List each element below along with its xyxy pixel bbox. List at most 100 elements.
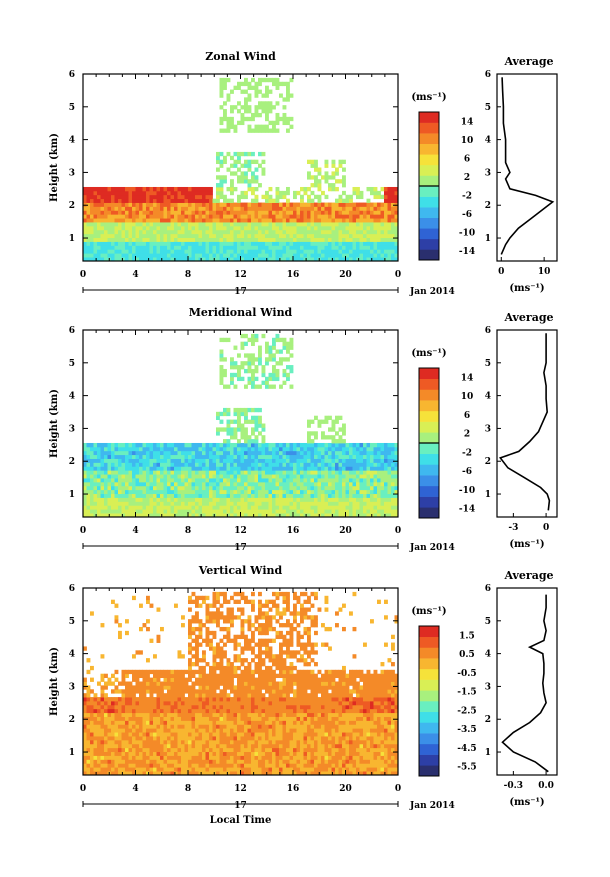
heatmap-cell [234, 474, 238, 478]
heatmap-cell [262, 218, 266, 222]
heatmap-cell [311, 490, 315, 494]
heatmap-cell [314, 222, 318, 226]
heatmap-cell [237, 353, 241, 357]
colorbar-swatch [419, 165, 439, 176]
heatmap-cell [216, 156, 220, 160]
heatmap-cell [279, 93, 283, 97]
heatmap-cell [262, 424, 266, 428]
heatmap-cell [209, 505, 213, 509]
heatmap-cell [321, 206, 325, 210]
heatmap-cell [269, 249, 273, 253]
heatmap-cell [241, 435, 245, 439]
heatmap-cell [241, 218, 245, 222]
heatmap-cell [339, 439, 343, 443]
heatmap-cell [255, 439, 259, 443]
heatmap-cell [94, 732, 98, 736]
heatmap-cell [332, 459, 336, 463]
heatmap-cell [139, 203, 143, 207]
heatmap-cell [381, 459, 385, 463]
heatmap-cell [227, 168, 231, 172]
heatmap-cell [283, 113, 287, 117]
heatmap-cell [353, 218, 357, 222]
heatmap-cell [384, 234, 388, 238]
colorbar-swatch [419, 475, 439, 486]
heatmap-cell [279, 357, 283, 361]
heatmap-cell [283, 505, 287, 509]
heatmap-cell [129, 230, 133, 234]
heatmap-cell [255, 253, 259, 257]
heatmap-cell [139, 627, 143, 631]
heatmap-cell [258, 490, 262, 494]
heatmap-cell [181, 486, 185, 490]
heatmap-cell [171, 474, 175, 478]
heatmap-cell [276, 222, 280, 226]
heatmap-cell [230, 226, 234, 230]
heatmap-cell [104, 210, 108, 214]
heatmap-cell [174, 498, 178, 502]
heatmap-cell [314, 482, 318, 486]
heatmap-cell [276, 443, 280, 447]
heatmap-cell [129, 728, 133, 732]
heatmap-cell [356, 187, 360, 191]
heatmap-cell [188, 218, 192, 222]
heatmap-cell [297, 466, 301, 470]
heatmap-cell [220, 183, 224, 187]
heatmap-cell [279, 210, 283, 214]
heatmap-cell [269, 482, 273, 486]
heatmap-cell [125, 210, 129, 214]
heatmap-cell [178, 756, 182, 760]
heatmap-cell [181, 623, 185, 627]
heatmap-cell [160, 748, 164, 752]
heatmap-cell [381, 466, 385, 470]
heatmap-cell [244, 105, 248, 109]
heatmap-cell [384, 501, 388, 505]
heatmap-cell [143, 253, 147, 257]
colorbar-swatch [419, 507, 439, 518]
heatmap-cell [381, 249, 385, 253]
colorbar-tick-label: -6 [462, 210, 472, 220]
heatmap-cell [328, 175, 332, 179]
heatmap-cell [171, 459, 175, 463]
heatmap-cell [297, 245, 301, 249]
heatmap-cell [311, 238, 315, 242]
heatmap-cell [269, 462, 273, 466]
heatmap-cell [234, 470, 238, 474]
heatmap-cell [374, 191, 378, 195]
heatmap-cell [160, 447, 164, 451]
heatmap-cell [122, 678, 126, 682]
heatmap-cell [279, 249, 283, 253]
heatmap-cell [244, 498, 248, 502]
heatmap-cell [181, 490, 185, 494]
heatmap-cell [143, 498, 147, 502]
heatmap-cell [146, 443, 150, 447]
heatmap-cell [213, 459, 217, 463]
heatmap-cell [311, 214, 315, 218]
heatmap-cell [269, 105, 273, 109]
heatmap-cell [192, 744, 196, 748]
heatmap-cell [384, 462, 388, 466]
heatmap-cell [311, 183, 315, 187]
heatmap-cell [139, 245, 143, 249]
heatmap-cell [244, 509, 248, 513]
heatmap-cell [129, 195, 133, 199]
heatmap-cell [255, 498, 259, 502]
heatmap-cell [286, 478, 290, 482]
heatmap-cell [307, 238, 311, 242]
heatmap-cell [230, 365, 234, 369]
heatmap-cell [230, 191, 234, 195]
heatmap-cell [258, 210, 262, 214]
heatmap-cell [314, 451, 318, 455]
heatmap-cell [300, 238, 304, 242]
heatmap-cell [339, 214, 343, 218]
heatmap-cell [272, 369, 276, 373]
heatmap-cell [276, 117, 280, 121]
heatmap-cell [374, 451, 378, 455]
heatmap-cell [342, 478, 346, 482]
heatmap-cell [230, 164, 234, 168]
heatmap-cell [153, 763, 157, 767]
heatmap-cell [150, 249, 154, 253]
heatmap-cell [244, 431, 248, 435]
heatmap-cell [111, 724, 115, 728]
heatmap-cell [227, 486, 231, 490]
heatmap-cell [94, 701, 98, 705]
